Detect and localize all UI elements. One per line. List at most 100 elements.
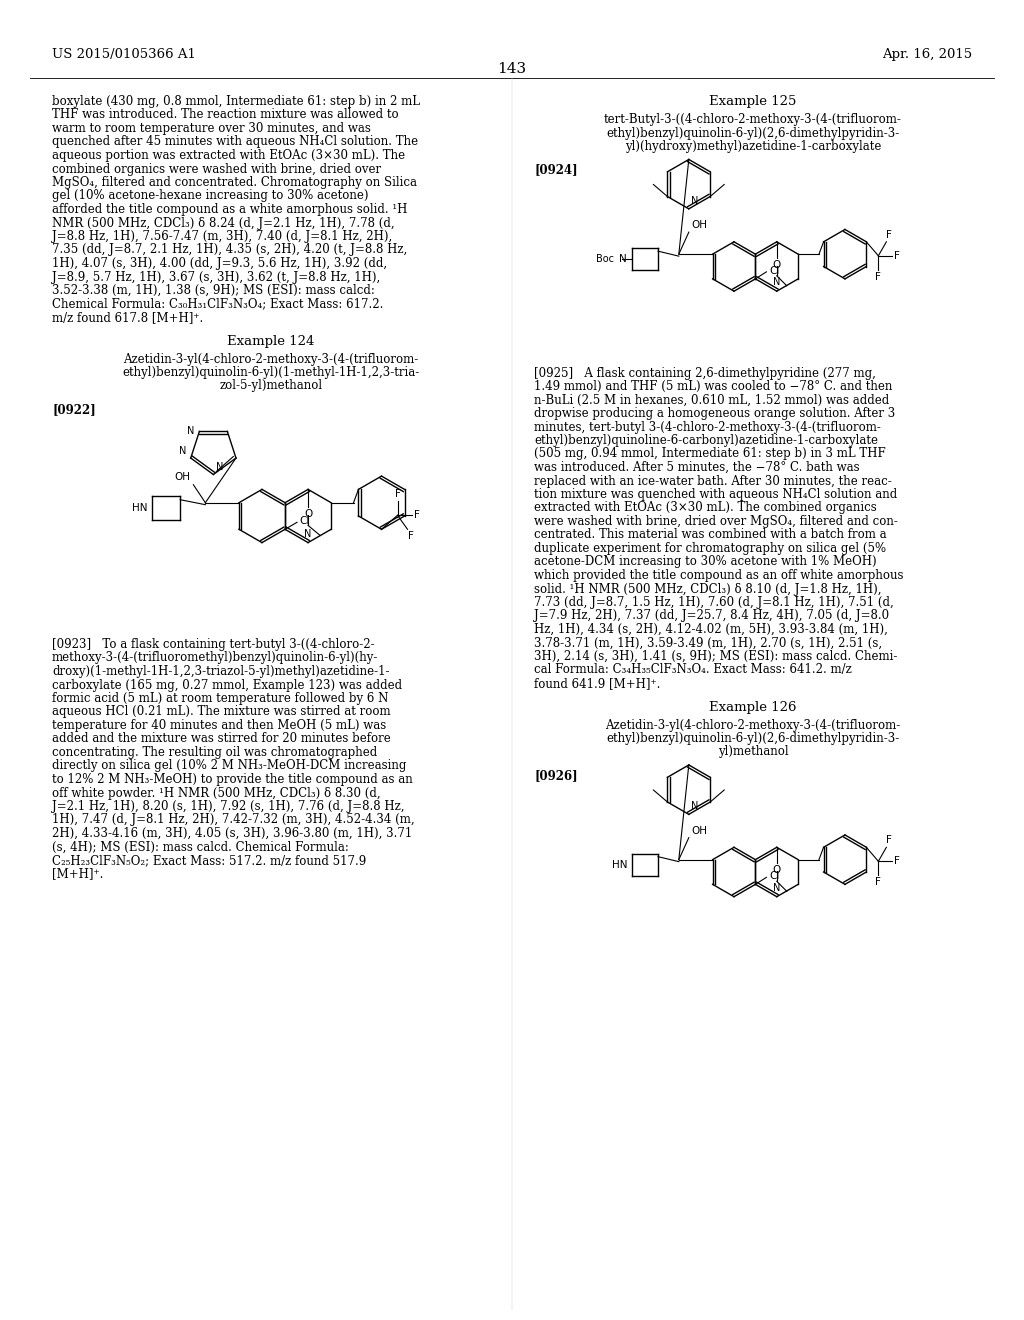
Text: centrated. This material was combined with a batch from a: centrated. This material was combined wi… [534,528,887,541]
Text: Cl: Cl [769,265,779,276]
Text: aqueous HCl (0.21 mL). The mixture was stirred at room: aqueous HCl (0.21 mL). The mixture was s… [52,705,390,718]
Text: F: F [394,490,400,499]
Text: J=7.9 Hz, 2H), 7.37 (dd, J=25.7, 8.4 Hz, 4H), 7.05 (d, J=8.0: J=7.9 Hz, 2H), 7.37 (dd, J=25.7, 8.4 Hz,… [534,610,889,623]
Text: combined organics were washed with brine, dried over: combined organics were washed with brine… [52,162,381,176]
Text: [0922]: [0922] [52,403,96,416]
Text: N: N [216,462,223,473]
Text: N: N [187,426,195,437]
Text: methoxy-3-(4-(trifluoromethyl)benzyl)quinolin-6-yl)(hy-: methoxy-3-(4-(trifluoromethyl)benzyl)qui… [52,652,379,664]
Text: [0923]   To a flask containing tert-butyl 3-((4-chloro-2-: [0923] To a flask containing tert-butyl … [52,638,375,651]
Text: J=2.1 Hz, 1H), 8.20 (s, 1H), 7.92 (s, 1H), 7.76 (d, J=8.8 Hz,: J=2.1 Hz, 1H), 8.20 (s, 1H), 7.92 (s, 1H… [52,800,404,813]
Text: to 12% 2 M NH₃-MeOH) to provide the title compound as an: to 12% 2 M NH₃-MeOH) to provide the titl… [52,774,413,785]
Text: gel (10% acetone-hexane increasing to 30% acetone): gel (10% acetone-hexane increasing to 30… [52,190,369,202]
Text: HN: HN [611,859,627,870]
Text: (505 mg, 0.94 mmol, Intermediate 61: step b) in 3 mL THF: (505 mg, 0.94 mmol, Intermediate 61: ste… [534,447,886,461]
Text: [M+H]⁺.: [M+H]⁺. [52,867,103,880]
Text: J=8.9, 5.7 Hz, 1H), 3.67 (s, 3H), 3.62 (t, J=8.8 Hz, 1H),: J=8.9, 5.7 Hz, 1H), 3.67 (s, 3H), 3.62 (… [52,271,380,284]
Text: O: O [773,866,781,875]
Text: 1H), 4.07 (s, 3H), 4.00 (dd, J=9.3, 5.6 Hz, 1H), 3.92 (dd,: 1H), 4.07 (s, 3H), 4.00 (dd, J=9.3, 5.6 … [52,257,387,271]
Text: [0924]: [0924] [534,164,578,177]
Text: N: N [773,277,780,288]
Text: Apr. 16, 2015: Apr. 16, 2015 [882,48,972,61]
Text: ethyl)benzyl)quinolin-6-yl)(2,6-dimethylpyridin-3-: ethyl)benzyl)quinolin-6-yl)(2,6-dimethyl… [606,733,900,744]
Text: F: F [876,272,882,281]
Text: Boc: Boc [596,255,614,264]
Text: Azetidin-3-yl(4-chloro-2-methoxy-3-(4-(trifluorom-: Azetidin-3-yl(4-chloro-2-methoxy-3-(4-(t… [123,352,419,366]
Text: temperature for 40 minutes and then MeOH (5 mL) was: temperature for 40 minutes and then MeOH… [52,719,386,733]
Text: F: F [894,251,900,261]
Text: found 641.9 [M+H]⁺.: found 641.9 [M+H]⁺. [534,677,660,690]
Text: aqueous portion was extracted with EtOAc (3×30 mL). The: aqueous portion was extracted with EtOAc… [52,149,406,162]
Text: droxy)(1-methyl-1H-1,2,3-triazol-5-yl)methyl)azetidine-1-: droxy)(1-methyl-1H-1,2,3-triazol-5-yl)me… [52,665,389,678]
Text: F: F [894,857,900,866]
Text: were washed with brine, dried over MgSO₄, filtered and con-: were washed with brine, dried over MgSO₄… [534,515,898,528]
Text: replaced with an ice-water bath. After 30 minutes, the reac-: replaced with an ice-water bath. After 3… [534,474,892,487]
Text: 3.78-3.71 (m, 1H), 3.59-3.49 (m, 1H), 2.70 (s, 1H), 2.51 (s,: 3.78-3.71 (m, 1H), 3.59-3.49 (m, 1H), 2.… [534,636,882,649]
Text: added and the mixture was stirred for 20 minutes before: added and the mixture was stirred for 20… [52,733,391,746]
Text: formic acid (5 mL) at room temperature followed by 6 N: formic acid (5 mL) at room temperature f… [52,692,388,705]
Text: OH: OH [174,471,190,482]
Text: J=8.8 Hz, 1H), 7.56-7.47 (m, 3H), 7.40 (d, J=8.1 Hz, 2H),: J=8.8 Hz, 1H), 7.56-7.47 (m, 3H), 7.40 (… [52,230,392,243]
Text: O: O [773,260,781,269]
Text: ethyl)benzyl)quinolin-6-yl)(2,6-dimethylpyridin-3-: ethyl)benzyl)quinolin-6-yl)(2,6-dimethyl… [606,127,900,140]
Text: directly on silica gel (10% 2 M NH₃-MeOH-DCM increasing: directly on silica gel (10% 2 M NH₃-MeOH… [52,759,407,772]
Text: off white powder. ¹H NMR (500 MHz, CDCl₃) δ 8.30 (d,: off white powder. ¹H NMR (500 MHz, CDCl₃… [52,787,381,800]
Text: F: F [887,230,892,240]
Text: dropwise producing a homogeneous orange solution. After 3: dropwise producing a homogeneous orange … [534,407,895,420]
Text: F: F [414,511,420,520]
Text: F: F [887,836,892,845]
Text: MgSO₄, filtered and concentrated. Chromatography on Silica: MgSO₄, filtered and concentrated. Chroma… [52,176,417,189]
Text: [0925]   A flask containing 2,6-dimethylpyridine (277 mg,: [0925] A flask containing 2,6-dimethylpy… [534,367,876,380]
Text: boxylate (430 mg, 0.8 mmol, Intermediate 61: step b) in 2 mL: boxylate (430 mg, 0.8 mmol, Intermediate… [52,95,420,108]
Text: was introduced. After 5 minutes, the −78° C. bath was: was introduced. After 5 minutes, the −78… [534,461,859,474]
Text: F: F [408,531,414,541]
Text: which provided the title compound as an off white amorphous: which provided the title compound as an … [534,569,903,582]
Text: C₂₅H₂₃ClF₃N₅O₂; Exact Mass: 517.2. m/z found 517.9: C₂₅H₂₃ClF₃N₅O₂; Exact Mass: 517.2. m/z f… [52,854,367,867]
Text: (s, 4H); MS (ESI): mass calcd. Chemical Formula:: (s, 4H); MS (ESI): mass calcd. Chemical … [52,841,349,854]
Text: 7.35 (dd, J=8.7, 2.1 Hz, 1H), 4.35 (s, 2H), 4.20 (t, J=8.8 Hz,: 7.35 (dd, J=8.7, 2.1 Hz, 1H), 4.35 (s, 2… [52,243,408,256]
Text: OH: OH [692,825,708,836]
Text: concentrating. The resulting oil was chromatographed: concentrating. The resulting oil was chr… [52,746,377,759]
Text: Example 124: Example 124 [227,334,314,347]
Text: N: N [773,883,780,892]
Text: yl)methanol: yl)methanol [718,746,788,759]
Text: 1H), 7.47 (d, J=8.1 Hz, 2H), 7.42-7.32 (m, 3H), 4.52-4.34 (m,: 1H), 7.47 (d, J=8.1 Hz, 2H), 7.42-7.32 (… [52,813,415,826]
Text: tion mixture was quenched with aqueous NH₄Cl solution and: tion mixture was quenched with aqueous N… [534,488,897,502]
Text: ethyl)benzyl)quinolin-6-yl)(1-methyl-1H-1,2,3-tria-: ethyl)benzyl)quinolin-6-yl)(1-methyl-1H-… [123,366,420,379]
Text: Hz, 1H), 4.34 (s, 2H), 4.12-4.02 (m, 5H), 3.93-3.84 (m, 1H),: Hz, 1H), 4.34 (s, 2H), 4.12-4.02 (m, 5H)… [534,623,888,636]
Text: yl)(hydroxy)methyl)azetidine-1-carboxylate: yl)(hydroxy)methyl)azetidine-1-carboxyla… [625,140,882,153]
Text: carboxylate (165 mg, 0.27 mmol, Example 123) was added: carboxylate (165 mg, 0.27 mmol, Example … [52,678,402,692]
Text: Azetidin-3-yl(4-chloro-2-methoxy-3-(4-(trifluorom-: Azetidin-3-yl(4-chloro-2-methoxy-3-(4-(t… [605,718,901,731]
Text: OH: OH [692,220,708,230]
Text: Cl: Cl [769,871,779,882]
Text: duplicate experiment for chromatography on silica gel (5%: duplicate experiment for chromatography … [534,543,886,554]
Text: THF was introduced. The reaction mixture was allowed to: THF was introduced. The reaction mixture… [52,108,398,121]
Text: 143: 143 [498,62,526,77]
Text: 7.73 (dd, J=8.7, 1.5 Hz, 1H), 7.60 (d, J=8.1 Hz, 1H), 7.51 (d,: 7.73 (dd, J=8.7, 1.5 Hz, 1H), 7.60 (d, J… [534,597,894,609]
Text: Example 126: Example 126 [710,701,797,714]
Text: N: N [304,528,311,539]
Text: 1.49 mmol) and THF (5 mL) was cooled to −78° C. and then: 1.49 mmol) and THF (5 mL) was cooled to … [534,380,892,393]
Text: extracted with EtOAc (3×30 mL). The combined organics: extracted with EtOAc (3×30 mL). The comb… [534,502,877,515]
Text: 3H), 2.14 (s, 3H), 1.41 (s, 9H); MS (ESI): mass calcd. Chemi-: 3H), 2.14 (s, 3H), 1.41 (s, 9H); MS (ESI… [534,649,897,663]
Text: Example 125: Example 125 [710,95,797,108]
Text: Cl: Cl [299,516,309,527]
Text: 2H), 4.33-4.16 (m, 3H), 4.05 (s, 3H), 3.96-3.80 (m, 1H), 3.71: 2H), 4.33-4.16 (m, 3H), 4.05 (s, 3H), 3.… [52,828,413,840]
Text: n-BuLi (2.5 M in hexanes, 0.610 mL, 1.52 mmol) was added: n-BuLi (2.5 M in hexanes, 0.610 mL, 1.52… [534,393,889,407]
Text: cal Formula: C₃₄H₃₅ClF₃N₃O₄. Exact Mass: 641.2. m/z: cal Formula: C₃₄H₃₅ClF₃N₃O₄. Exact Mass:… [534,664,852,676]
Text: NMR (500 MHz, CDCl₃) δ 8.24 (d, J=2.1 Hz, 1H), 7.78 (d,: NMR (500 MHz, CDCl₃) δ 8.24 (d, J=2.1 Hz… [52,216,394,230]
Text: N: N [691,801,698,812]
Text: zol-5-yl)methanol: zol-5-yl)methanol [219,380,323,392]
Text: N: N [691,195,698,206]
Text: US 2015/0105366 A1: US 2015/0105366 A1 [52,48,196,61]
Text: afforded the title compound as a white amorphous solid. ¹H: afforded the title compound as a white a… [52,203,408,216]
Text: N: N [620,255,627,264]
Text: N: N [179,446,186,455]
Text: minutes, tert-butyl 3-(4-chloro-2-methoxy-3-(4-(trifluorom-: minutes, tert-butyl 3-(4-chloro-2-methox… [534,421,881,433]
Text: m/z found 617.8 [M+H]⁺.: m/z found 617.8 [M+H]⁺. [52,312,203,323]
Text: 3.52-3.38 (m, 1H), 1.38 (s, 9H); MS (ESI): mass calcd:: 3.52-3.38 (m, 1H), 1.38 (s, 9H); MS (ESI… [52,284,375,297]
Text: HN: HN [132,503,147,512]
Text: [0926]: [0926] [534,770,578,781]
Text: tert-Butyl-3-((4-chloro-2-methoxy-3-(4-(trifluorom-: tert-Butyl-3-((4-chloro-2-methoxy-3-(4-(… [604,114,902,125]
Text: F: F [876,878,882,887]
